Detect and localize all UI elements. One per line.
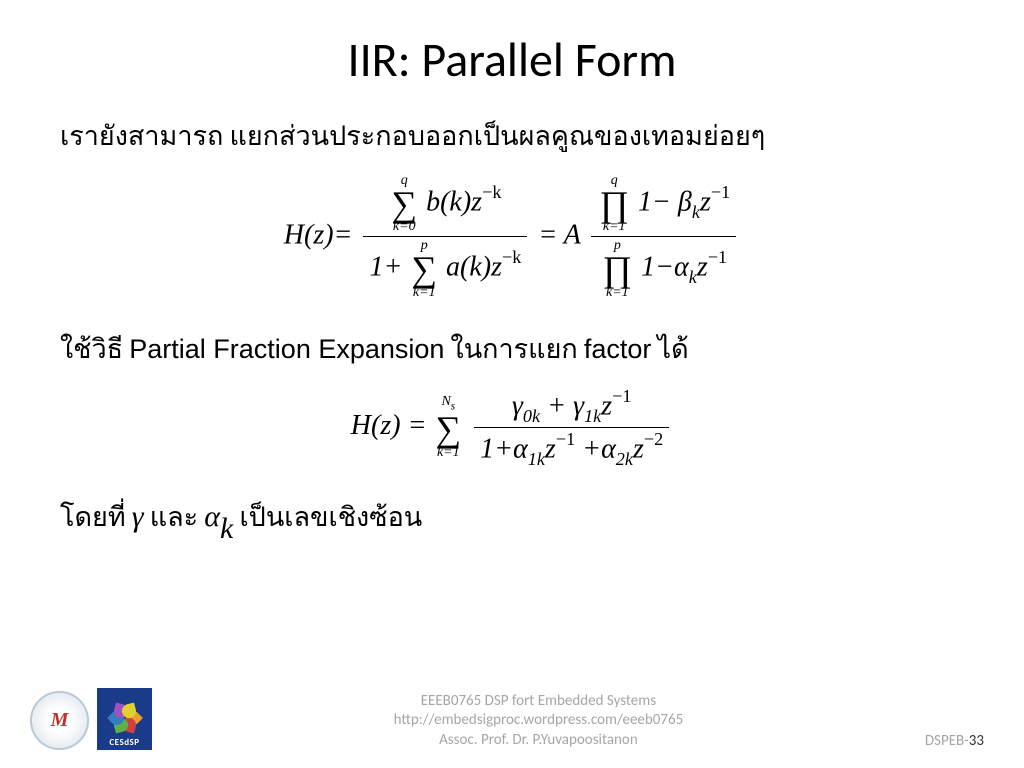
footer-center: EEEB0765 DSP fort Embedded Systems http:… <box>152 692 925 751</box>
body-line-1: เรายังสามารถ แยกส่วนประกอบออกเป็นผลคูณขอ… <box>60 114 964 157</box>
eq1-lhs: H(z) <box>284 219 334 250</box>
footer-logos: M CESdSP <box>30 688 152 750</box>
equation-1: H(z)= q ∑ k=0 b(k)z−k 1+ p ∑ k=1 a(k)z−k <box>60 172 964 302</box>
logo-university: M <box>30 691 89 750</box>
footer-page-number: DSPEB-33 <box>925 732 984 750</box>
logo-cesdsp: CESdSP <box>97 688 152 750</box>
equation-2: H(z) = Ns ∑ k=1 γ0k + γ1kz−1 1+α1kz−1 +α… <box>60 385 964 470</box>
atom-icon <box>108 701 142 735</box>
where-line: โดยที่ γ และ αk เป็นเลขเชิงซ้อน <box>60 495 964 546</box>
body-line-2: ใช้วิธี Partial Fraction Expansion ในการ… <box>60 327 964 370</box>
footer: M CESdSP EEEB0765 DSP fort Embedded Syst… <box>0 688 1024 750</box>
slide-title: IIR: Parallel Form <box>60 30 964 89</box>
